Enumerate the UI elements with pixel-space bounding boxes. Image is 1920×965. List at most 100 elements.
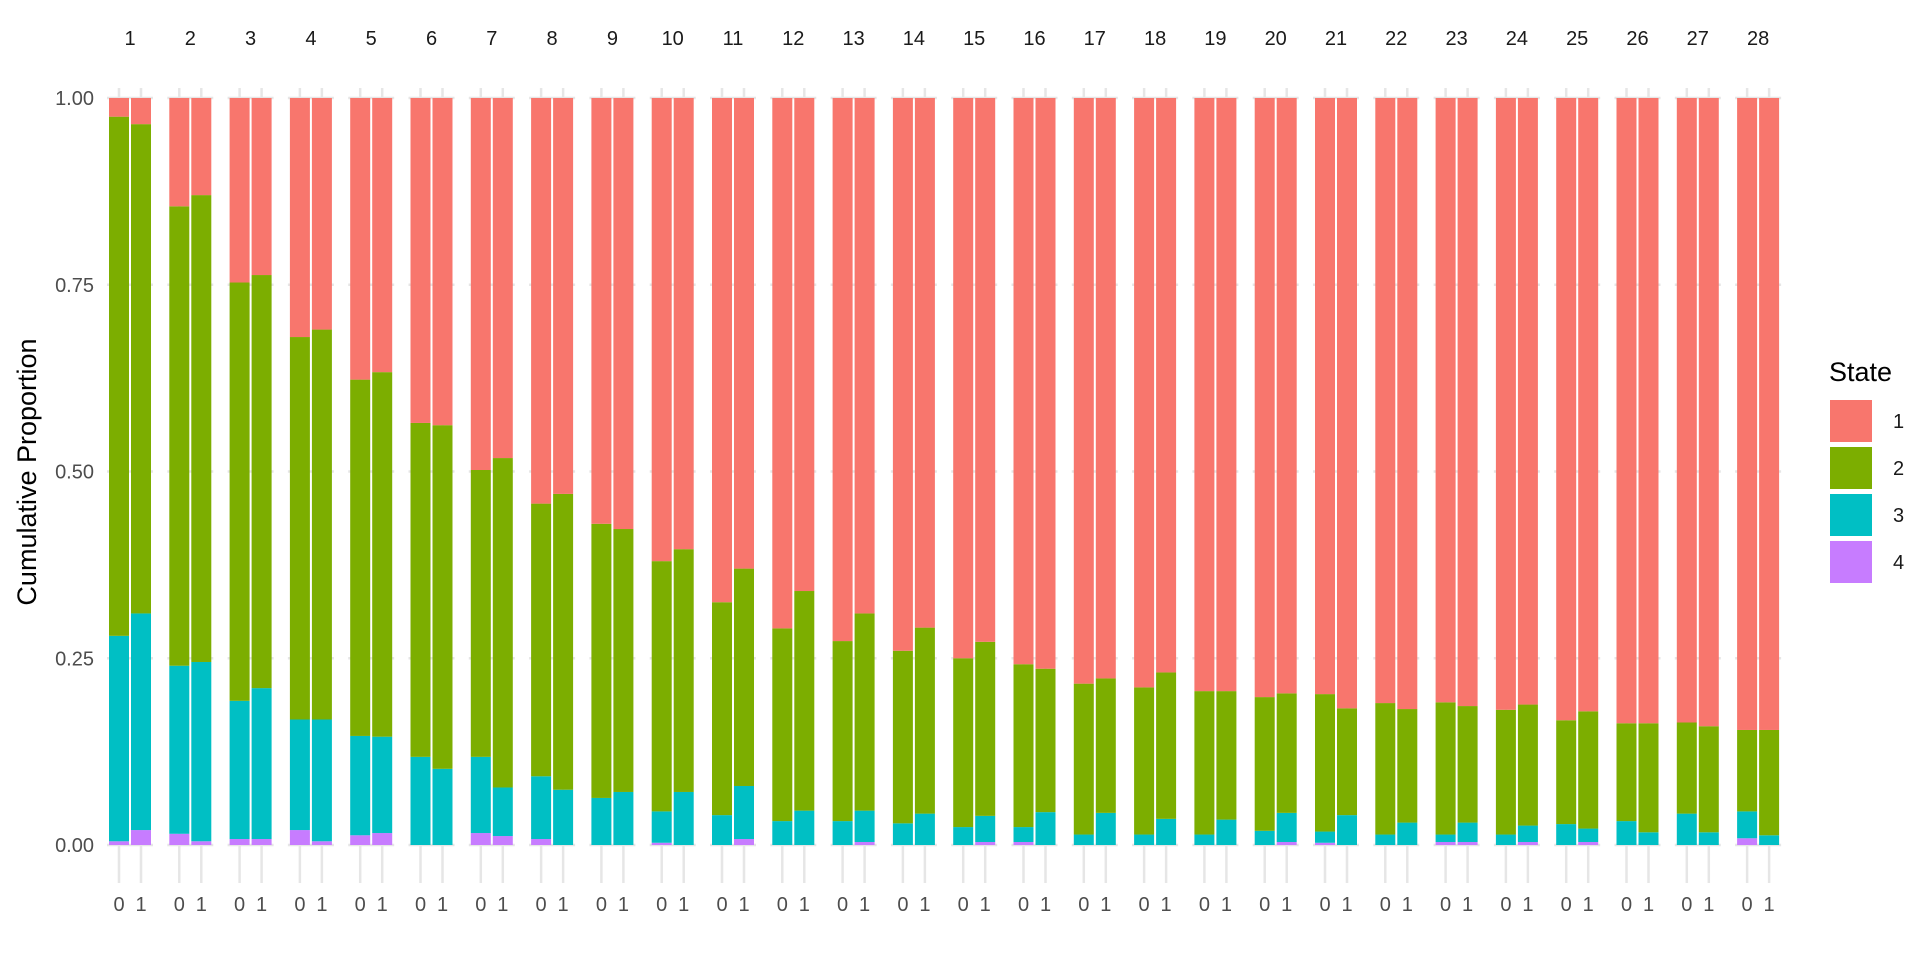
x-tick-label: 0: [536, 894, 547, 916]
bar-segment-state-1: [470, 98, 491, 471]
bar-segment-state-1: [1759, 98, 1780, 730]
panel-label: 17: [1084, 28, 1106, 50]
panel-label: 20: [1265, 28, 1287, 50]
x-tick-label: 0: [1139, 894, 1150, 916]
bar-segment-state-1: [1337, 98, 1357, 709]
x-tick-label: 1: [1764, 894, 1775, 916]
bar-segment-state-4: [169, 833, 190, 845]
legend-label: 1: [1893, 411, 1904, 433]
bar-segment-state-4: [470, 833, 491, 845]
bar-segment-state-1: [953, 98, 974, 659]
panel-label: 14: [903, 28, 925, 50]
bar-segment-state-2: [1759, 729, 1780, 836]
bar-segment-state-2: [651, 561, 672, 812]
bar-segment-state-2: [673, 549, 694, 792]
panel-label: 12: [782, 28, 804, 50]
bar-segment-state-1: [1517, 98, 1538, 705]
bar-segment-state-1: [673, 98, 694, 550]
bar-segment-state-3: [553, 789, 574, 845]
bar-segment-state-3: [191, 661, 212, 842]
bar-segment-state-2: [109, 116, 129, 636]
bar-segment-state-2: [734, 568, 754, 786]
x-tick-label: 1: [196, 894, 207, 916]
bar-segment-state-1: [1698, 98, 1719, 727]
x-tick-label: 0: [897, 894, 908, 916]
bar-segment-state-3: [1737, 811, 1758, 839]
bar-segment-state-1: [1638, 98, 1659, 724]
bar-segment-state-1: [1013, 98, 1034, 665]
bar-segment-state-3: [1556, 824, 1577, 845]
bar-segment-state-1: [350, 98, 371, 380]
bar-segment-state-3: [169, 665, 190, 834]
bar-segment-state-1: [169, 98, 190, 207]
bar-segment-state-2: [1315, 694, 1335, 832]
bar-segment-state-3: [712, 815, 732, 845]
bar-segment-state-2: [1556, 720, 1577, 825]
bar-segment-state-1: [289, 98, 310, 338]
bar-segment-state-2: [892, 650, 913, 824]
bar-segment-state-1: [1073, 98, 1094, 684]
panel-label: 8: [547, 28, 558, 50]
bar-segment-state-3: [613, 791, 634, 845]
bar-segment-state-1: [914, 98, 935, 628]
bar-segment-state-1: [772, 98, 793, 629]
bar-segment-state-2: [311, 329, 332, 720]
bar-segment-state-3: [975, 815, 996, 843]
bar-segment-state-1: [1737, 98, 1758, 730]
bar-segment-state-3: [832, 821, 853, 845]
x-tick-label: 0: [1078, 894, 1089, 916]
bar-segment-state-1: [372, 98, 393, 373]
bar-segment-state-1: [854, 98, 875, 614]
bar-segment-state-2: [470, 470, 491, 757]
panel-label: 24: [1506, 28, 1528, 50]
x-tick-label: 1: [256, 894, 267, 916]
x-tick-label: 0: [1319, 894, 1330, 916]
bar-segment-state-3: [311, 719, 332, 842]
bar-segment-state-2: [832, 641, 853, 822]
bar-segment-state-2: [169, 206, 190, 666]
x-tick-label: 0: [837, 894, 848, 916]
panel-label: 9: [607, 28, 618, 50]
bar-segment-state-1: [1276, 98, 1297, 694]
bar-segment-state-1: [975, 98, 996, 642]
panel-label: 3: [245, 28, 256, 50]
bar-segment-state-2: [1276, 693, 1297, 813]
bar-segment-state-1: [1457, 98, 1478, 707]
bar-segment-state-1: [1095, 98, 1116, 679]
x-tick-label: 1: [980, 894, 991, 916]
bar-segment-state-2: [914, 627, 935, 814]
bar-segment-state-3: [1578, 828, 1599, 843]
bar-segment-state-2: [410, 422, 431, 757]
bar-segment-state-1: [712, 98, 732, 603]
bar-segment-state-1: [1616, 98, 1637, 724]
x-tick-label: 0: [355, 894, 366, 916]
bar-segment-state-4: [131, 830, 151, 845]
x-tick-label: 0: [1681, 894, 1692, 916]
bar-segment-state-1: [553, 98, 574, 494]
panel-label: 28: [1747, 28, 1769, 50]
bar-segment-state-4: [1435, 842, 1456, 845]
x-tick-label: 1: [919, 894, 930, 916]
bar-segment-state-3: [470, 756, 491, 834]
bar-segment-state-4: [531, 839, 552, 845]
bar-segment-state-3: [1457, 822, 1478, 843]
bar-segment-state-1: [251, 98, 272, 276]
bar-segment-state-4: [1276, 842, 1297, 845]
bar-segment-state-2: [1698, 726, 1719, 833]
x-tick-label: 0: [113, 894, 124, 916]
bar-segment-state-3: [1276, 812, 1297, 843]
bar-segment-state-3: [734, 785, 754, 840]
bar-segment-state-1: [311, 98, 332, 330]
bar-segment-state-3: [1435, 834, 1456, 843]
bar-segment-state-1: [1397, 98, 1418, 710]
x-tick-label: 0: [1199, 894, 1210, 916]
legend-label: 2: [1893, 458, 1904, 480]
bar-segment-state-1: [1556, 98, 1577, 721]
bar-segment-state-3: [492, 787, 513, 837]
bar-segment-state-2: [372, 372, 393, 737]
bar-segment-state-1: [651, 98, 672, 562]
bar-segment-state-2: [1095, 678, 1116, 813]
bar-segment-state-2: [432, 425, 453, 769]
bar-segment-state-2: [1216, 691, 1237, 820]
bar-segment-state-2: [1156, 672, 1177, 819]
